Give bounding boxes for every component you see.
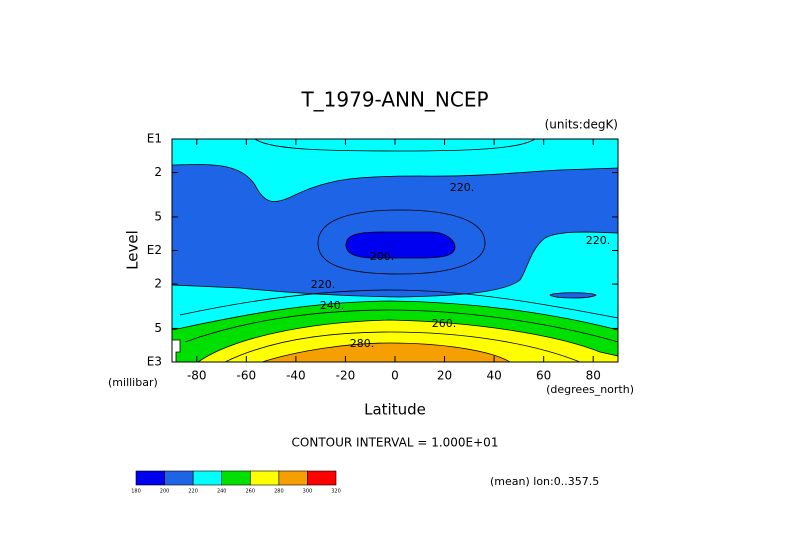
- contour-label: 240.: [320, 299, 345, 312]
- contour-label: 280.: [350, 337, 375, 350]
- colorbar-swatch: [192, 470, 223, 486]
- contour-label: 220.: [586, 234, 611, 247]
- y-units: (millibar): [108, 376, 158, 389]
- colorbar-swatch: [135, 470, 165, 486]
- y-tick-label: 2: [154, 277, 162, 291]
- colorbar-label: 180: [131, 489, 141, 495]
- x-tick-label: -40: [286, 369, 306, 383]
- colorbar-label: 260: [246, 489, 256, 495]
- colorbar-swatch: [249, 470, 280, 486]
- y-tick-label: E2: [147, 243, 162, 257]
- x-tick-label: -80: [187, 369, 207, 383]
- colorbar-label: 300: [303, 489, 313, 495]
- band-fill: [261, 342, 512, 363]
- footer: (mean) lon:0..357.5: [490, 475, 599, 488]
- colorbar-swatch: [278, 470, 308, 486]
- colorbar-label: 280: [274, 489, 284, 495]
- contour-label: 220.: [450, 181, 475, 194]
- contour-line: [179, 289, 619, 319]
- band-fill: [549, 292, 597, 299]
- x-axis-label: Latitude: [364, 401, 426, 419]
- x-tick-label: 60: [536, 369, 551, 383]
- x-tick-label: 20: [437, 369, 452, 383]
- x-tick-label: -20: [336, 369, 356, 383]
- y-tick-label: E3: [147, 355, 162, 369]
- contour-interval: CONTOUR INTERVAL = 1.000E+01: [292, 436, 499, 450]
- contour-label: 200.: [370, 250, 395, 263]
- y-tick-label: E1: [147, 132, 162, 146]
- colorbar-label: 220: [188, 489, 198, 495]
- chart-title: T_1979-ANN_NCEP: [300, 88, 488, 112]
- y-tick-label: 2: [154, 165, 162, 179]
- contour-line: [317, 209, 486, 275]
- colorbar-label: 240: [217, 489, 227, 495]
- contour-line: [184, 309, 619, 343]
- x-tick-label: -60: [237, 369, 257, 383]
- contour-label: 220.: [311, 278, 336, 291]
- colorbar-swatch: [164, 470, 194, 486]
- colorbar-swatch: [221, 470, 251, 486]
- colorbar-label: 200: [160, 489, 170, 495]
- plot-area: 220. 220. 200. 220. 240. 260. 280.: [171, 138, 619, 363]
- y-tick-label: 5: [154, 321, 162, 335]
- x-units: (degrees_north): [546, 383, 634, 396]
- colorbar-label: 320: [331, 489, 341, 495]
- x-tick-label: 0: [391, 369, 399, 383]
- contour-label: 260.: [432, 317, 457, 330]
- contour-line: [254, 138, 536, 152]
- y-axis-label: Level: [124, 230, 142, 270]
- colorbar-swatch: [307, 470, 337, 486]
- y-tick-label: 5: [154, 209, 162, 223]
- units: (units:degK): [545, 118, 618, 132]
- x-tick-label: 80: [586, 369, 601, 383]
- band-fill: [345, 231, 456, 259]
- contour-line: [224, 331, 581, 363]
- x-tick-label: 40: [486, 369, 501, 383]
